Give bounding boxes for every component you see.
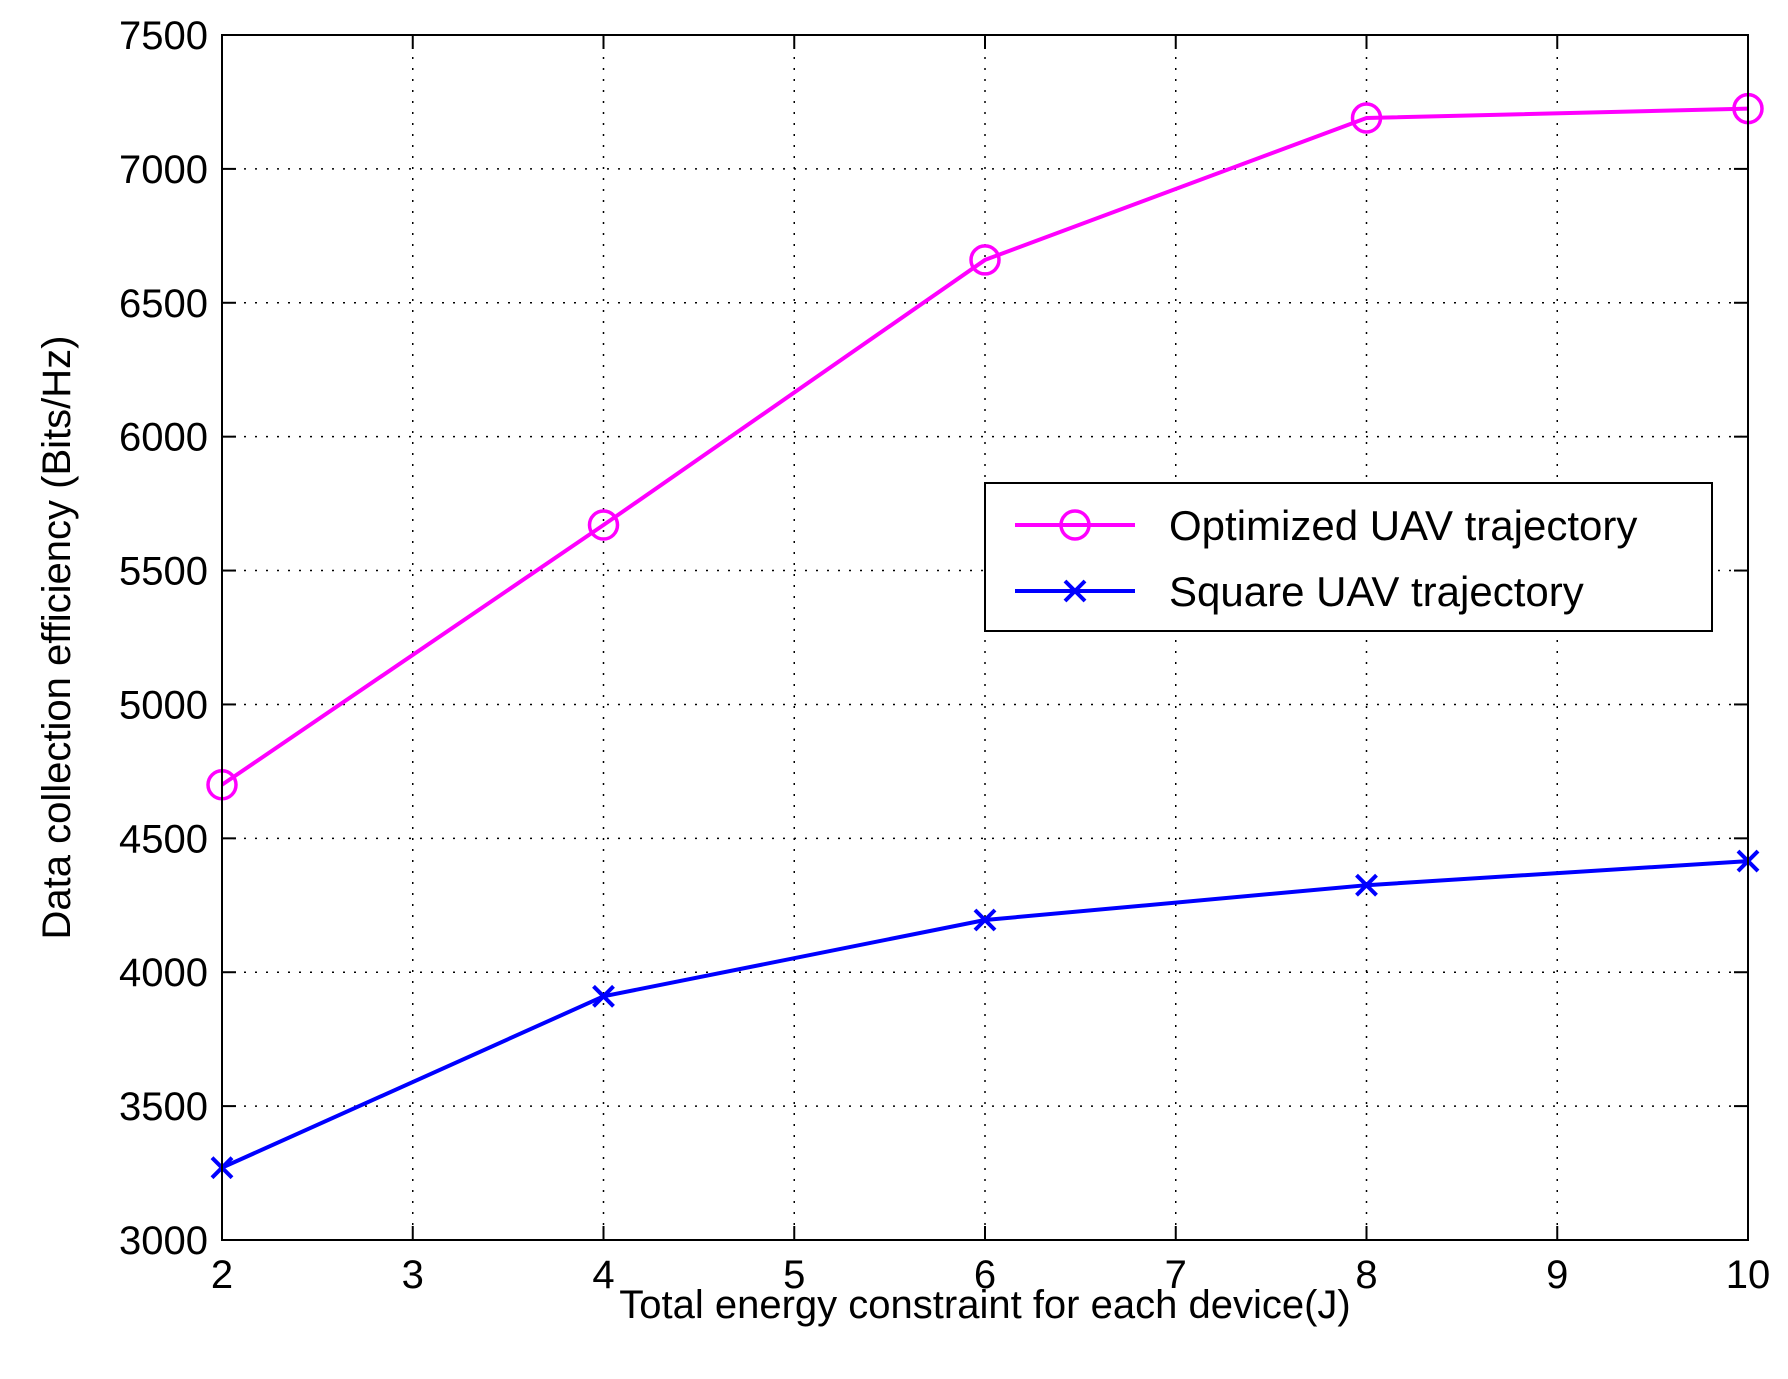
y-tick-label: 6000 bbox=[119, 416, 208, 460]
x-tick-label: 9 bbox=[1546, 1253, 1568, 1297]
series-1-line bbox=[220, 106, 1749, 787]
y-tick-label: 7500 bbox=[119, 14, 208, 58]
x-tick-label: 5 bbox=[783, 1253, 805, 1297]
x-axis-label: Total energy constraint for each device(… bbox=[619, 1283, 1350, 1327]
series-2-point bbox=[592, 984, 615, 1008]
y-tick-label: 3500 bbox=[119, 1085, 208, 1129]
x-tick-labels: 2 3 4 5 6 7 8 9 10 bbox=[211, 1253, 1770, 1297]
y-tick-labels: 3000 3500 4000 4500 5000 5500 6000 6500 7000 7500 bbox=[119, 14, 208, 1263]
legend-marker-stroke-b bbox=[1063, 579, 1087, 603]
series-1-point bbox=[1350, 102, 1383, 134]
series-2-point-stroke-b bbox=[973, 908, 997, 932]
y-tick-label: 7000 bbox=[119, 148, 208, 192]
x-tick-label: 6 bbox=[974, 1253, 996, 1297]
y-tick-label: 3000 bbox=[119, 1219, 208, 1263]
series-1-point bbox=[969, 244, 1001, 276]
plot-area-frame bbox=[221, 34, 1749, 1241]
legend: Optimized UAV trajectory Square UAV traje… bbox=[984, 482, 1713, 632]
series-1-point bbox=[587, 509, 620, 541]
series-2-point-stroke-b bbox=[1355, 873, 1378, 897]
y-tick-label: 6500 bbox=[119, 282, 208, 326]
x-tick-label: 8 bbox=[1355, 1253, 1377, 1297]
y-tick-label: 4500 bbox=[119, 817, 208, 861]
y-axis-label: Data collection efficiency (Bits/Hz) bbox=[35, 336, 79, 940]
y-tick-label: 4000 bbox=[119, 951, 208, 995]
legend-box bbox=[984, 482, 1713, 632]
legend-label: Square UAV trajectory bbox=[1169, 568, 1584, 615]
x-tick-label: 4 bbox=[592, 1253, 614, 1297]
grid-lines bbox=[222, 35, 1748, 1240]
x-tick-label: 2 bbox=[211, 1253, 233, 1297]
legend-marker bbox=[1063, 579, 1087, 603]
series-2-point-stroke-b bbox=[592, 984, 615, 1008]
y-tick-label: 5000 bbox=[119, 683, 208, 727]
x-tick-label: 10 bbox=[1726, 1253, 1771, 1297]
series-2-point bbox=[1355, 873, 1378, 897]
x-tick-label: 7 bbox=[1165, 1253, 1187, 1297]
y-tick-label: 5500 bbox=[119, 550, 208, 594]
series-2-point bbox=[973, 908, 997, 932]
legend-label: Optimized UAV trajectory bbox=[1169, 502, 1637, 549]
legend-marker bbox=[1059, 509, 1091, 541]
series-lines bbox=[206, 92, 1764, 1180]
x-tick-label: 3 bbox=[402, 1253, 424, 1297]
